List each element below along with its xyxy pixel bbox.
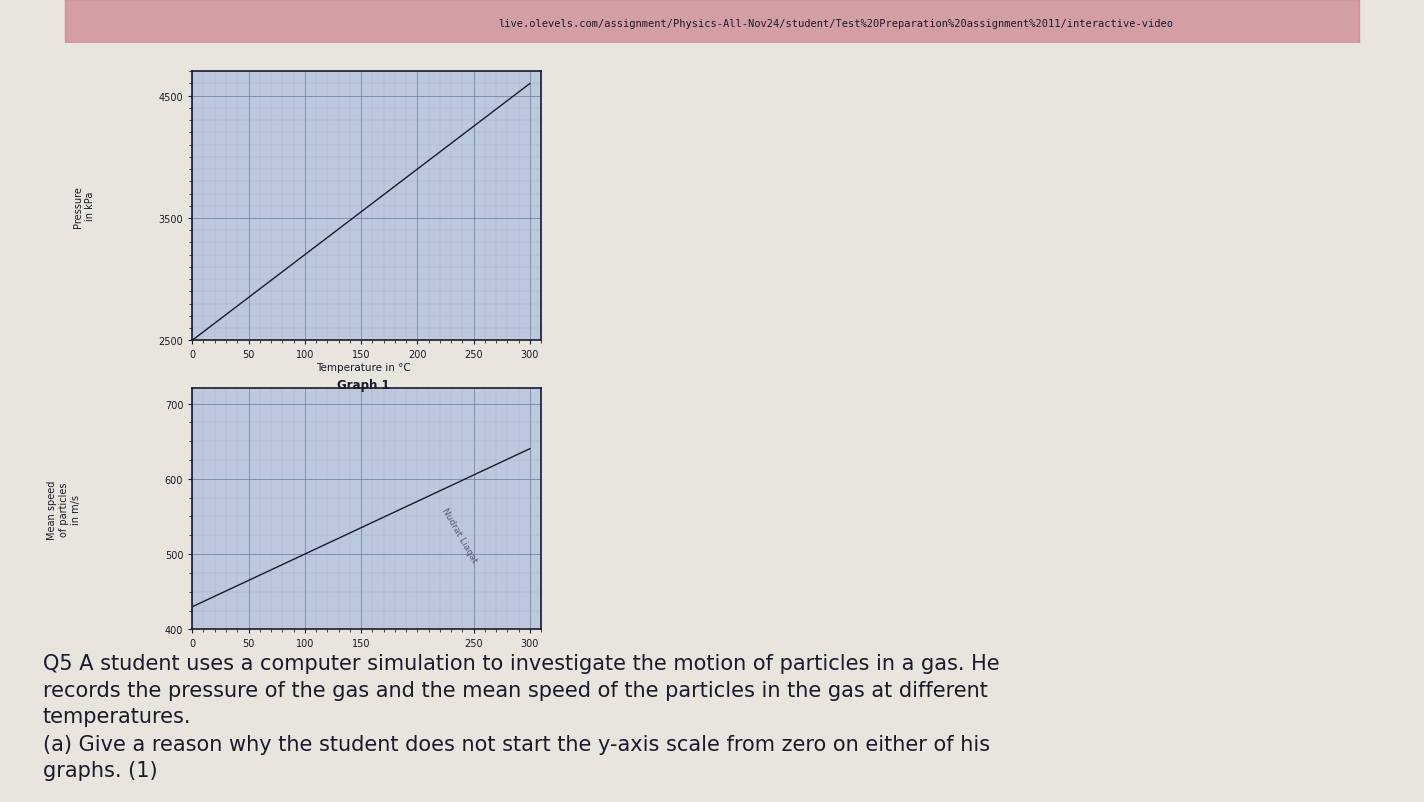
Y-axis label: Pressure
in kPa: Pressure in kPa	[73, 185, 94, 228]
Text: Temperature in °C: Temperature in °C	[316, 363, 410, 372]
Text: live.olevels.com/assignment/Physics-All-Nov24/student/Test%20Preparation%20assig: live.olevels.com/assignment/Physics-All-…	[498, 19, 1173, 29]
Text: (a) Give a reason why the student does not start the y-axis scale from zero on e: (a) Give a reason why the student does n…	[43, 734, 990, 780]
Text: Nudrat Liaqat: Nudrat Liaqat	[440, 506, 478, 564]
Text: Q5 A student uses a computer simulation to investigate the motion of particles i: Q5 A student uses a computer simulation …	[43, 654, 1000, 727]
Text: Graph 1: Graph 1	[337, 379, 389, 391]
Y-axis label: Mean speed
of particles
in m/s: Mean speed of particles in m/s	[47, 480, 81, 539]
